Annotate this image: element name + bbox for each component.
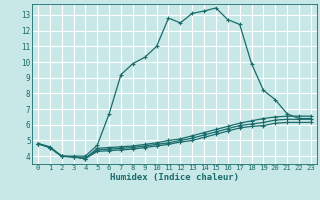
- X-axis label: Humidex (Indice chaleur): Humidex (Indice chaleur): [110, 173, 239, 182]
